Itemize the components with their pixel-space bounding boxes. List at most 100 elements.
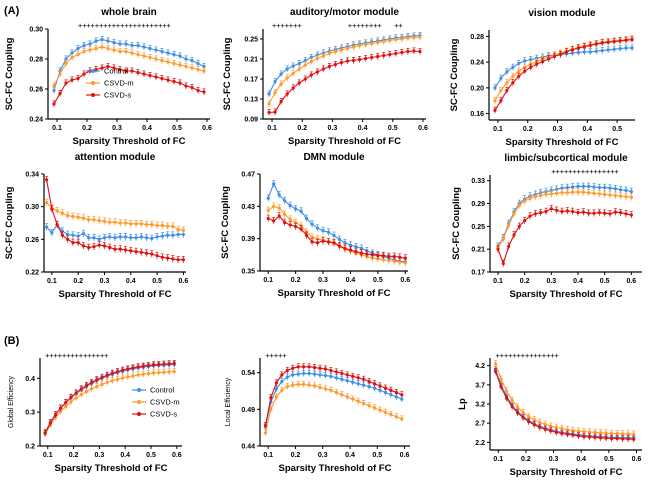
data-point	[160, 223, 164, 228]
data-point	[296, 365, 300, 369]
data-point	[267, 102, 271, 106]
data-point	[333, 49, 338, 54]
data-point	[285, 76, 289, 80]
x-tick-label: 0.6	[202, 125, 212, 132]
data-point	[321, 228, 325, 233]
data-point	[69, 395, 73, 399]
data-point	[370, 55, 374, 60]
legend-swatch-marker	[137, 388, 141, 392]
data-point	[523, 199, 527, 203]
data-point	[532, 418, 536, 422]
data-point	[297, 61, 301, 66]
data-point	[326, 230, 331, 234]
data-point	[277, 206, 281, 210]
data-point	[76, 234, 80, 238]
x-tick-label: 0.1	[493, 126, 503, 133]
x-tick-label: 0.1	[267, 125, 277, 132]
data-point	[302, 365, 306, 369]
y-tick-label: 0.2	[25, 444, 35, 451]
x-tick-label: 0.2	[520, 278, 530, 285]
data-point	[291, 366, 295, 370]
data-point	[90, 380, 94, 384]
y-tick-label: 0.13	[244, 97, 258, 104]
data-point	[592, 191, 596, 195]
x-tick-label: 0.6	[626, 278, 636, 285]
data-point	[527, 420, 531, 424]
data-point	[493, 99, 497, 103]
data-point	[146, 371, 151, 376]
y-tick-label: 0.24	[29, 117, 43, 124]
data-point	[400, 417, 404, 421]
data-point	[155, 223, 159, 228]
data-point	[55, 209, 59, 213]
data-point	[291, 71, 295, 76]
legend-label: CSVD-m	[150, 398, 180, 407]
data-point	[136, 52, 140, 57]
data-point	[332, 241, 336, 245]
x-tick-label: 0.4	[346, 277, 356, 284]
data-point	[88, 48, 92, 52]
data-point	[285, 368, 289, 373]
data-point	[165, 224, 170, 228]
data-point	[106, 64, 110, 69]
data-point	[166, 60, 170, 64]
significance-markers: +++++++++++++++	[45, 352, 108, 360]
y-tick-label: 0.33	[471, 178, 485, 185]
data-point	[345, 46, 350, 51]
data-point	[582, 45, 586, 49]
data-point	[496, 247, 500, 251]
data-point	[597, 192, 601, 196]
data-point	[92, 236, 96, 240]
data-point	[372, 382, 377, 386]
data-point	[587, 430, 592, 434]
data-point	[516, 405, 520, 409]
x-axis-label: Sparsity Threshold of FC	[73, 136, 186, 147]
x-tick-label: 0.5	[373, 277, 383, 284]
y-tick-label: 0.44	[241, 444, 255, 451]
data-point	[354, 245, 358, 249]
x-axis-label: Sparsity Threshold of FC	[510, 289, 623, 300]
data-point	[345, 59, 350, 63]
legend-label: Control	[104, 67, 129, 76]
data-point	[624, 46, 628, 50]
data-point	[108, 220, 112, 224]
data-point	[113, 247, 117, 251]
data-point	[505, 81, 509, 85]
chart-panel-4: attention module 0.1 0.2 0.3 0.4 0.5 0.6 0.22 0.…	[4, 152, 188, 300]
x-tick-label: 0.2	[73, 278, 83, 285]
data-point	[171, 257, 175, 261]
data-point	[621, 437, 625, 441]
data-point	[394, 51, 398, 56]
x-tick-label: 0.2	[69, 452, 79, 459]
data-point	[603, 211, 607, 215]
data-point	[100, 66, 104, 70]
y-tick-label: 0.17	[471, 270, 485, 277]
data-point	[121, 368, 125, 372]
data-point	[59, 409, 63, 414]
x-tick-label: 0.3	[318, 452, 328, 459]
data-point	[339, 48, 344, 52]
data-point	[356, 399, 360, 403]
x-tick-label: 0.4	[358, 125, 368, 132]
data-point	[123, 221, 128, 225]
y-axis-label: Local Efficiency	[225, 377, 232, 426]
data-point	[365, 252, 369, 256]
x-tick-label: 0.2	[291, 277, 301, 284]
legend-swatch-marker	[91, 81, 95, 85]
data-point	[626, 432, 630, 436]
y-tick-label: 3.2	[475, 402, 485, 409]
data-point	[106, 46, 110, 51]
data-point	[383, 386, 388, 390]
data-point	[382, 39, 386, 44]
data-point	[604, 431, 608, 435]
data-point	[555, 191, 559, 195]
data-point	[130, 69, 134, 73]
data-point	[598, 431, 603, 435]
data-point	[79, 392, 83, 397]
data-point	[581, 184, 585, 189]
data-point	[52, 102, 56, 106]
x-tick-label: 0.3	[318, 277, 328, 284]
data-point	[321, 54, 325, 58]
y-axis-label: SC-FC Coupling	[4, 37, 15, 110]
data-point	[610, 431, 614, 436]
